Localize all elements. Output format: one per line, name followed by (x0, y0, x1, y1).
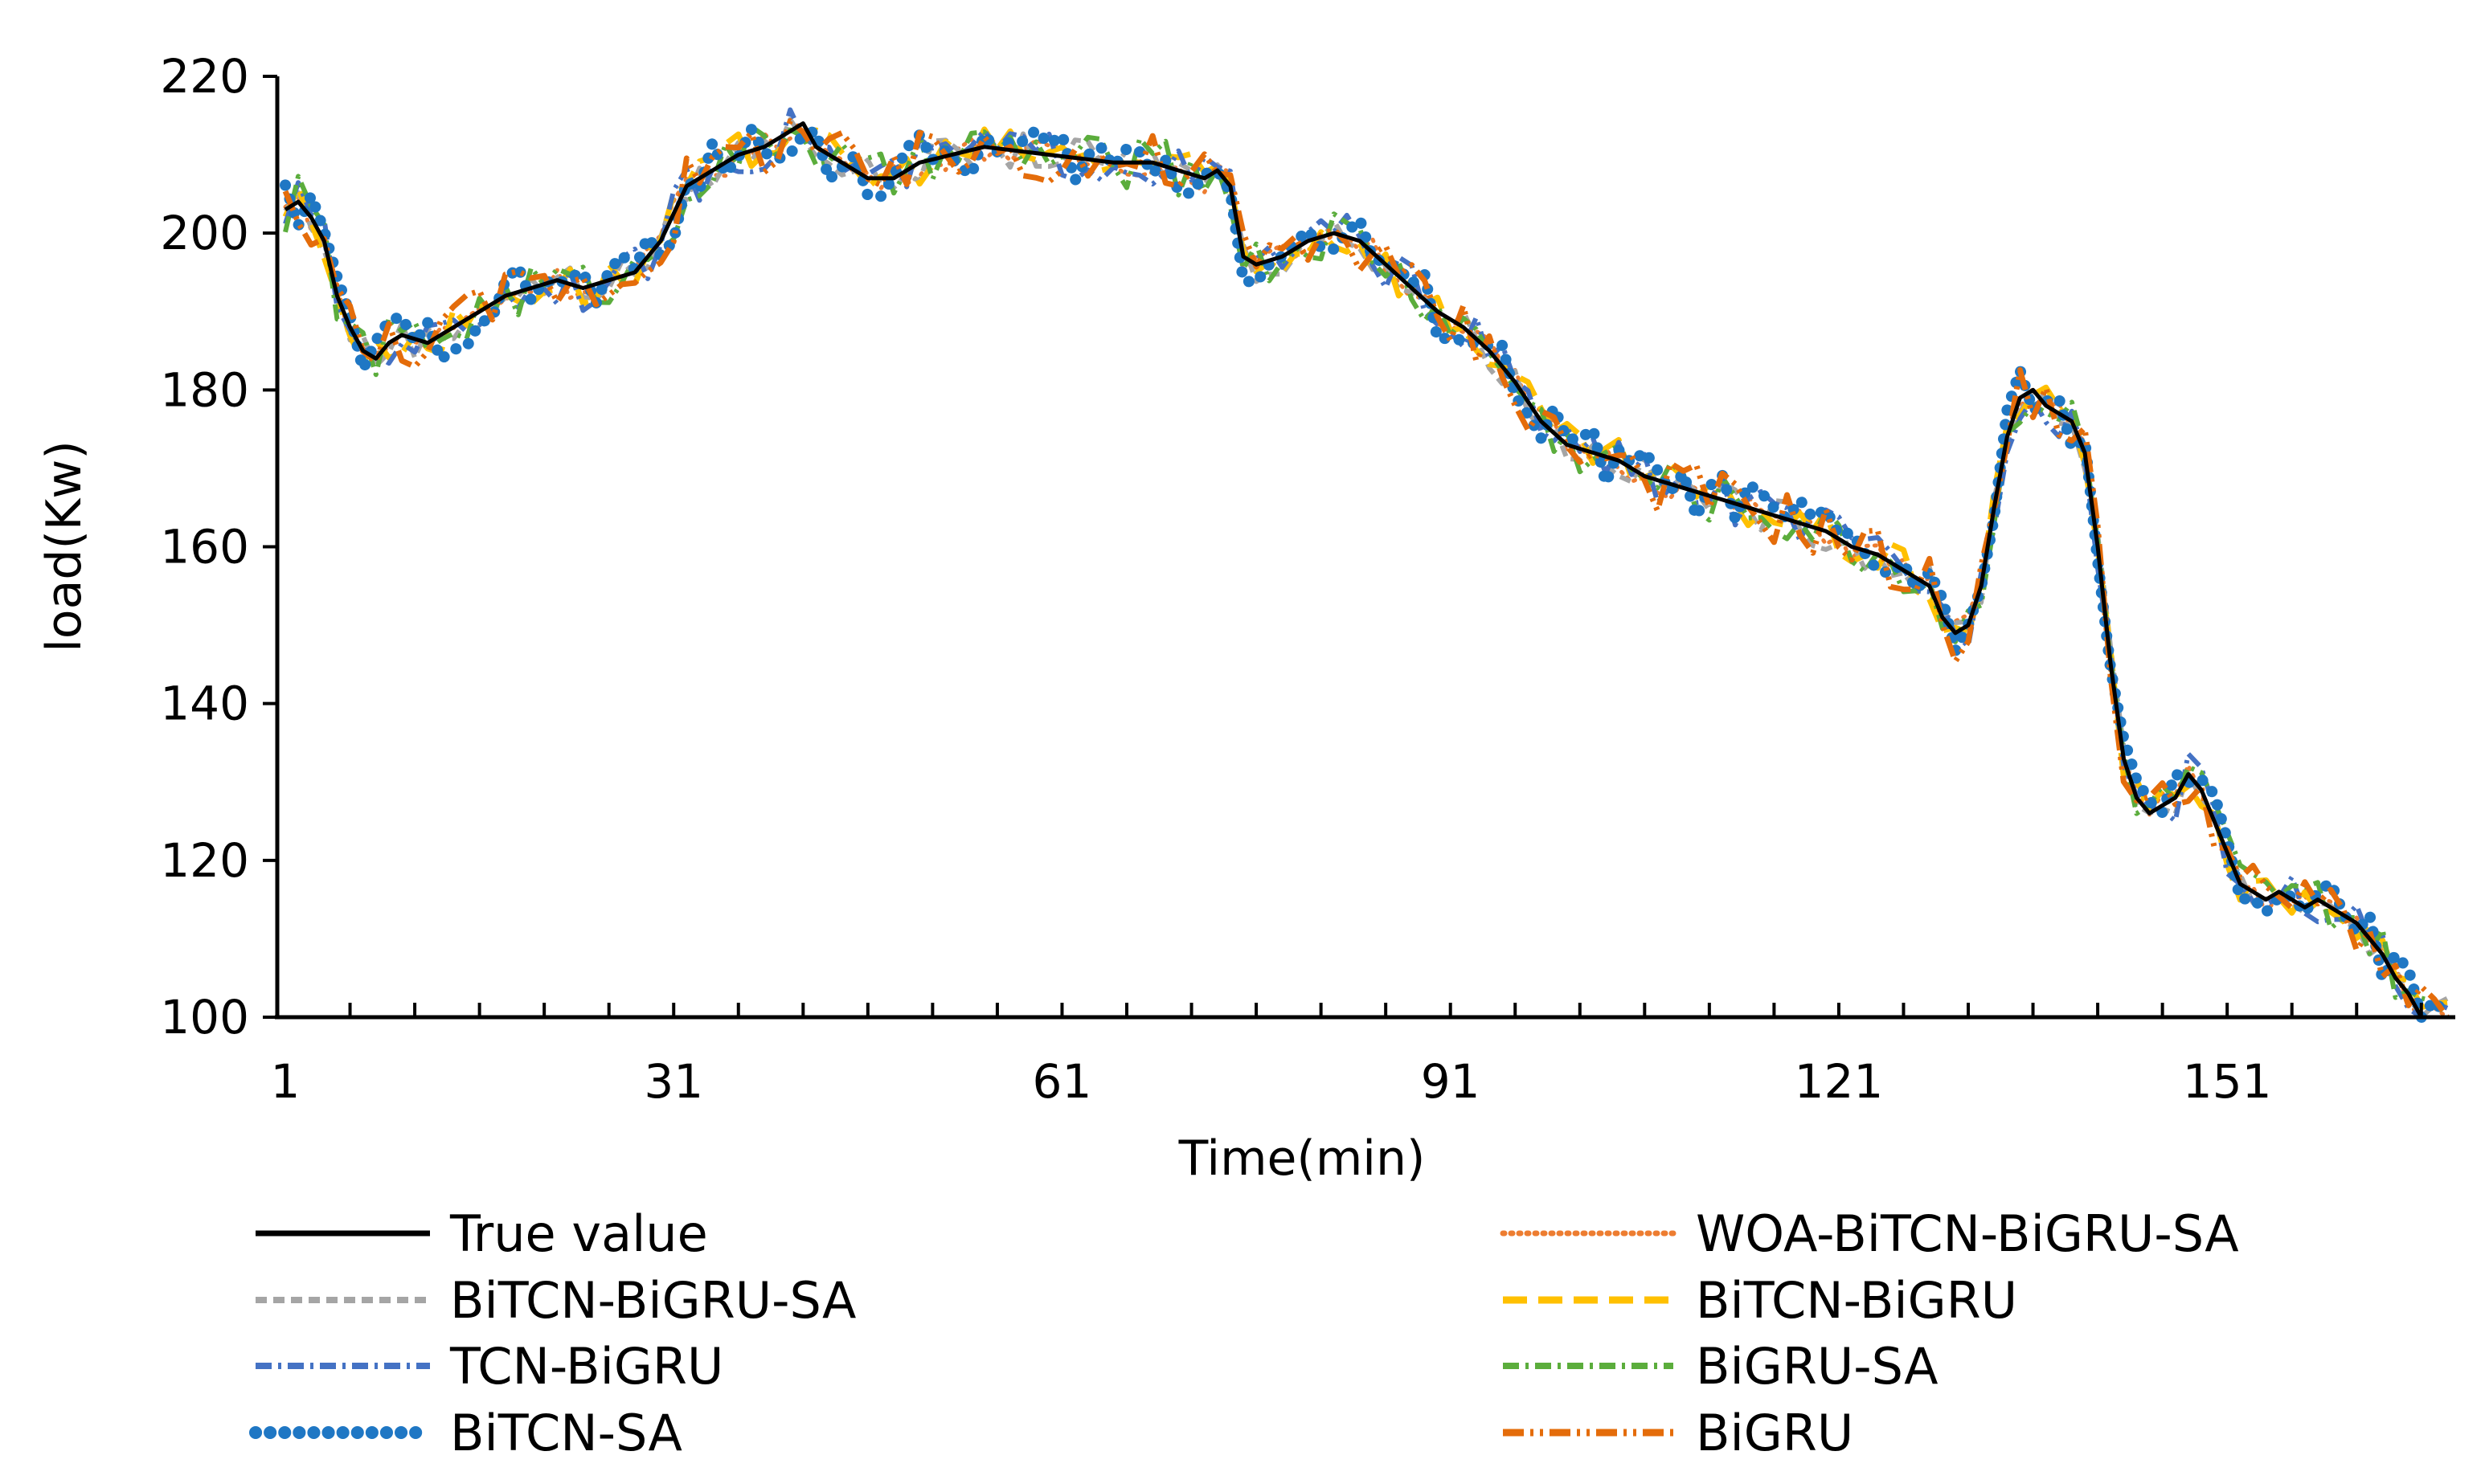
x-tick-label: 151 (2183, 1054, 2272, 1109)
y-axis-title: load(Kw) (36, 440, 92, 652)
x-tick-label: 121 (1795, 1054, 1884, 1109)
legend-label: BiGRU-SA (1696, 1337, 1939, 1396)
series-line (282, 118, 2450, 1020)
y-tick-label: 100 (160, 990, 249, 1045)
y-tick-label: 220 (160, 49, 249, 104)
legend-label: TCN-BiGRU (449, 1337, 723, 1396)
series-layer (280, 107, 2453, 1023)
y-tick-label: 120 (160, 833, 249, 888)
legend: True value BiTCN-BiGRU-SA TCN-BiGRU BiTCN-S… (249, 1204, 2239, 1462)
axes-layer (275, 76, 2455, 1020)
y-tick-label: 140 (160, 677, 249, 731)
legend-label: BiTCN-BiGRU (1696, 1271, 2017, 1330)
legend-label: WOA-BiTCN-BiGRU-SA (1696, 1204, 2239, 1263)
legend-label: BiTCN-SA (450, 1404, 682, 1462)
x-axis-title: Time(min) (1178, 1130, 1426, 1187)
ticks-layer: 100 120 140 160 180 200 220 1 31 61 91 121 151 (160, 49, 2423, 1109)
series-line (284, 121, 2447, 1020)
x-tick-label: 1 (271, 1054, 301, 1109)
y-tick-label: 180 (160, 362, 249, 417)
legend-label: True value (449, 1204, 708, 1263)
y-tick-label: 200 (160, 206, 249, 260)
y-tick-label: 160 (160, 520, 249, 574)
x-tick-label: 91 (1421, 1054, 1480, 1109)
legend-label: BiGRU (1696, 1404, 1853, 1462)
x-tick-label: 31 (644, 1054, 703, 1109)
x-tick-label: 61 (1033, 1054, 1092, 1109)
legend-label: BiTCN-BiGRU-SA (450, 1271, 856, 1330)
